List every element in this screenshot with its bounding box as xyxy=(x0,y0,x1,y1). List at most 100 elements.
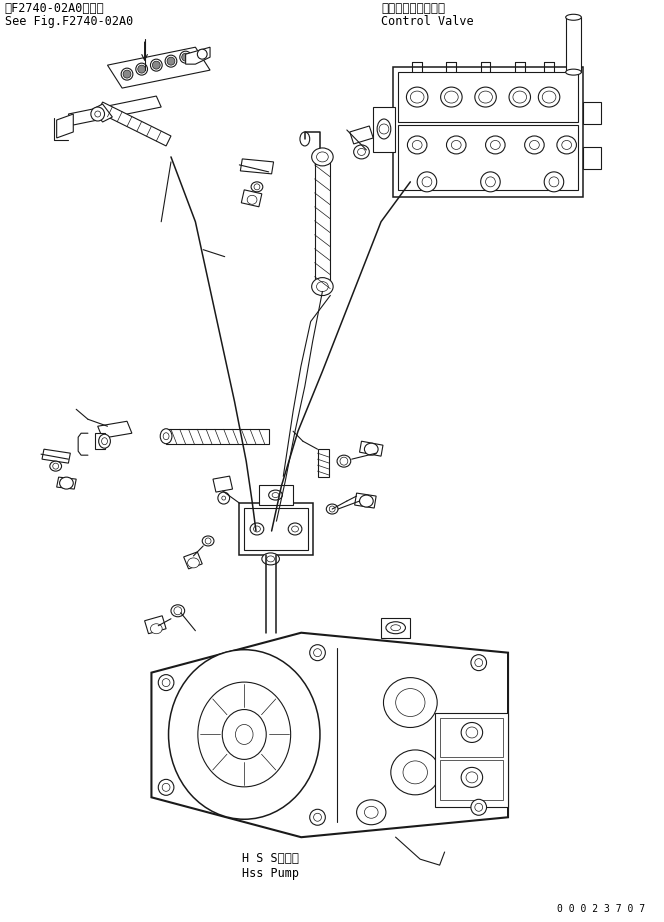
Circle shape xyxy=(222,496,226,500)
Ellipse shape xyxy=(250,523,264,535)
Polygon shape xyxy=(184,552,203,569)
Polygon shape xyxy=(93,104,112,122)
Ellipse shape xyxy=(479,91,493,103)
Circle shape xyxy=(471,655,487,670)
Ellipse shape xyxy=(566,14,581,20)
Ellipse shape xyxy=(461,723,483,742)
Ellipse shape xyxy=(365,443,378,455)
Polygon shape xyxy=(56,114,73,138)
Text: コントロールバルブ: コントロールバルブ xyxy=(381,2,445,16)
Ellipse shape xyxy=(60,477,73,489)
Polygon shape xyxy=(145,616,166,633)
Bar xyxy=(440,717,503,757)
Ellipse shape xyxy=(403,761,428,784)
Bar xyxy=(435,713,508,808)
Text: Hss Pump: Hss Pump xyxy=(242,867,299,881)
Polygon shape xyxy=(95,433,104,449)
Bar xyxy=(583,147,601,169)
Bar xyxy=(398,72,578,122)
Polygon shape xyxy=(213,476,232,492)
Circle shape xyxy=(123,70,131,78)
Ellipse shape xyxy=(50,461,62,471)
Bar xyxy=(166,430,269,444)
Ellipse shape xyxy=(566,69,581,75)
Text: Control Valve: Control Valve xyxy=(381,16,473,29)
Ellipse shape xyxy=(513,91,527,103)
Bar xyxy=(244,508,307,550)
Ellipse shape xyxy=(171,605,185,617)
Circle shape xyxy=(309,644,325,661)
Ellipse shape xyxy=(466,727,478,738)
Ellipse shape xyxy=(406,87,428,107)
Circle shape xyxy=(153,61,160,69)
Text: 0 0 0 2 3 7 0 7: 0 0 0 2 3 7 0 7 xyxy=(557,904,645,914)
Polygon shape xyxy=(359,442,383,456)
Bar xyxy=(373,107,394,152)
Ellipse shape xyxy=(288,523,302,535)
Circle shape xyxy=(158,675,174,691)
Circle shape xyxy=(313,813,321,822)
Ellipse shape xyxy=(269,491,282,500)
Bar xyxy=(440,761,503,800)
Ellipse shape xyxy=(337,455,351,467)
Text: H S Sポンプ: H S Sポンプ xyxy=(242,852,299,865)
Circle shape xyxy=(485,177,495,187)
Ellipse shape xyxy=(272,492,279,498)
Circle shape xyxy=(218,492,230,504)
Polygon shape xyxy=(56,477,76,489)
Ellipse shape xyxy=(317,152,328,162)
Circle shape xyxy=(158,779,174,796)
Bar xyxy=(239,503,313,555)
Ellipse shape xyxy=(446,136,466,154)
Circle shape xyxy=(481,171,500,192)
Circle shape xyxy=(91,107,104,121)
Circle shape xyxy=(167,57,175,65)
Circle shape xyxy=(422,177,432,187)
Polygon shape xyxy=(98,421,132,438)
Ellipse shape xyxy=(466,772,478,783)
Ellipse shape xyxy=(391,625,400,631)
Circle shape xyxy=(417,171,437,192)
Ellipse shape xyxy=(300,132,309,146)
Ellipse shape xyxy=(188,558,199,568)
Ellipse shape xyxy=(384,678,437,727)
Ellipse shape xyxy=(160,429,172,443)
Ellipse shape xyxy=(386,621,406,633)
Ellipse shape xyxy=(391,750,440,795)
Circle shape xyxy=(182,53,189,61)
Polygon shape xyxy=(68,96,161,125)
Bar xyxy=(392,67,583,196)
Ellipse shape xyxy=(262,553,280,565)
Bar xyxy=(398,125,578,190)
Polygon shape xyxy=(240,159,274,174)
Ellipse shape xyxy=(251,182,263,192)
Polygon shape xyxy=(241,190,262,207)
Ellipse shape xyxy=(525,136,544,154)
Polygon shape xyxy=(355,493,376,508)
Ellipse shape xyxy=(163,432,169,440)
Ellipse shape xyxy=(102,438,108,444)
Ellipse shape xyxy=(169,650,320,820)
Ellipse shape xyxy=(198,682,291,786)
Ellipse shape xyxy=(236,725,253,744)
Ellipse shape xyxy=(358,148,365,156)
Text: 第F2740-02A0図参照: 第F2740-02A0図参照 xyxy=(5,2,105,16)
Ellipse shape xyxy=(461,767,483,787)
Ellipse shape xyxy=(441,87,462,107)
Bar xyxy=(381,618,410,638)
Bar xyxy=(566,18,581,72)
Ellipse shape xyxy=(509,87,531,107)
Circle shape xyxy=(544,171,564,192)
Polygon shape xyxy=(350,126,373,144)
Ellipse shape xyxy=(377,119,391,139)
Circle shape xyxy=(254,183,260,190)
Polygon shape xyxy=(108,47,210,89)
Ellipse shape xyxy=(542,91,556,103)
Circle shape xyxy=(471,799,487,815)
Ellipse shape xyxy=(452,140,461,149)
Ellipse shape xyxy=(529,140,539,149)
Ellipse shape xyxy=(311,278,333,296)
Ellipse shape xyxy=(557,136,576,154)
Bar xyxy=(315,157,330,287)
Bar xyxy=(583,102,601,124)
